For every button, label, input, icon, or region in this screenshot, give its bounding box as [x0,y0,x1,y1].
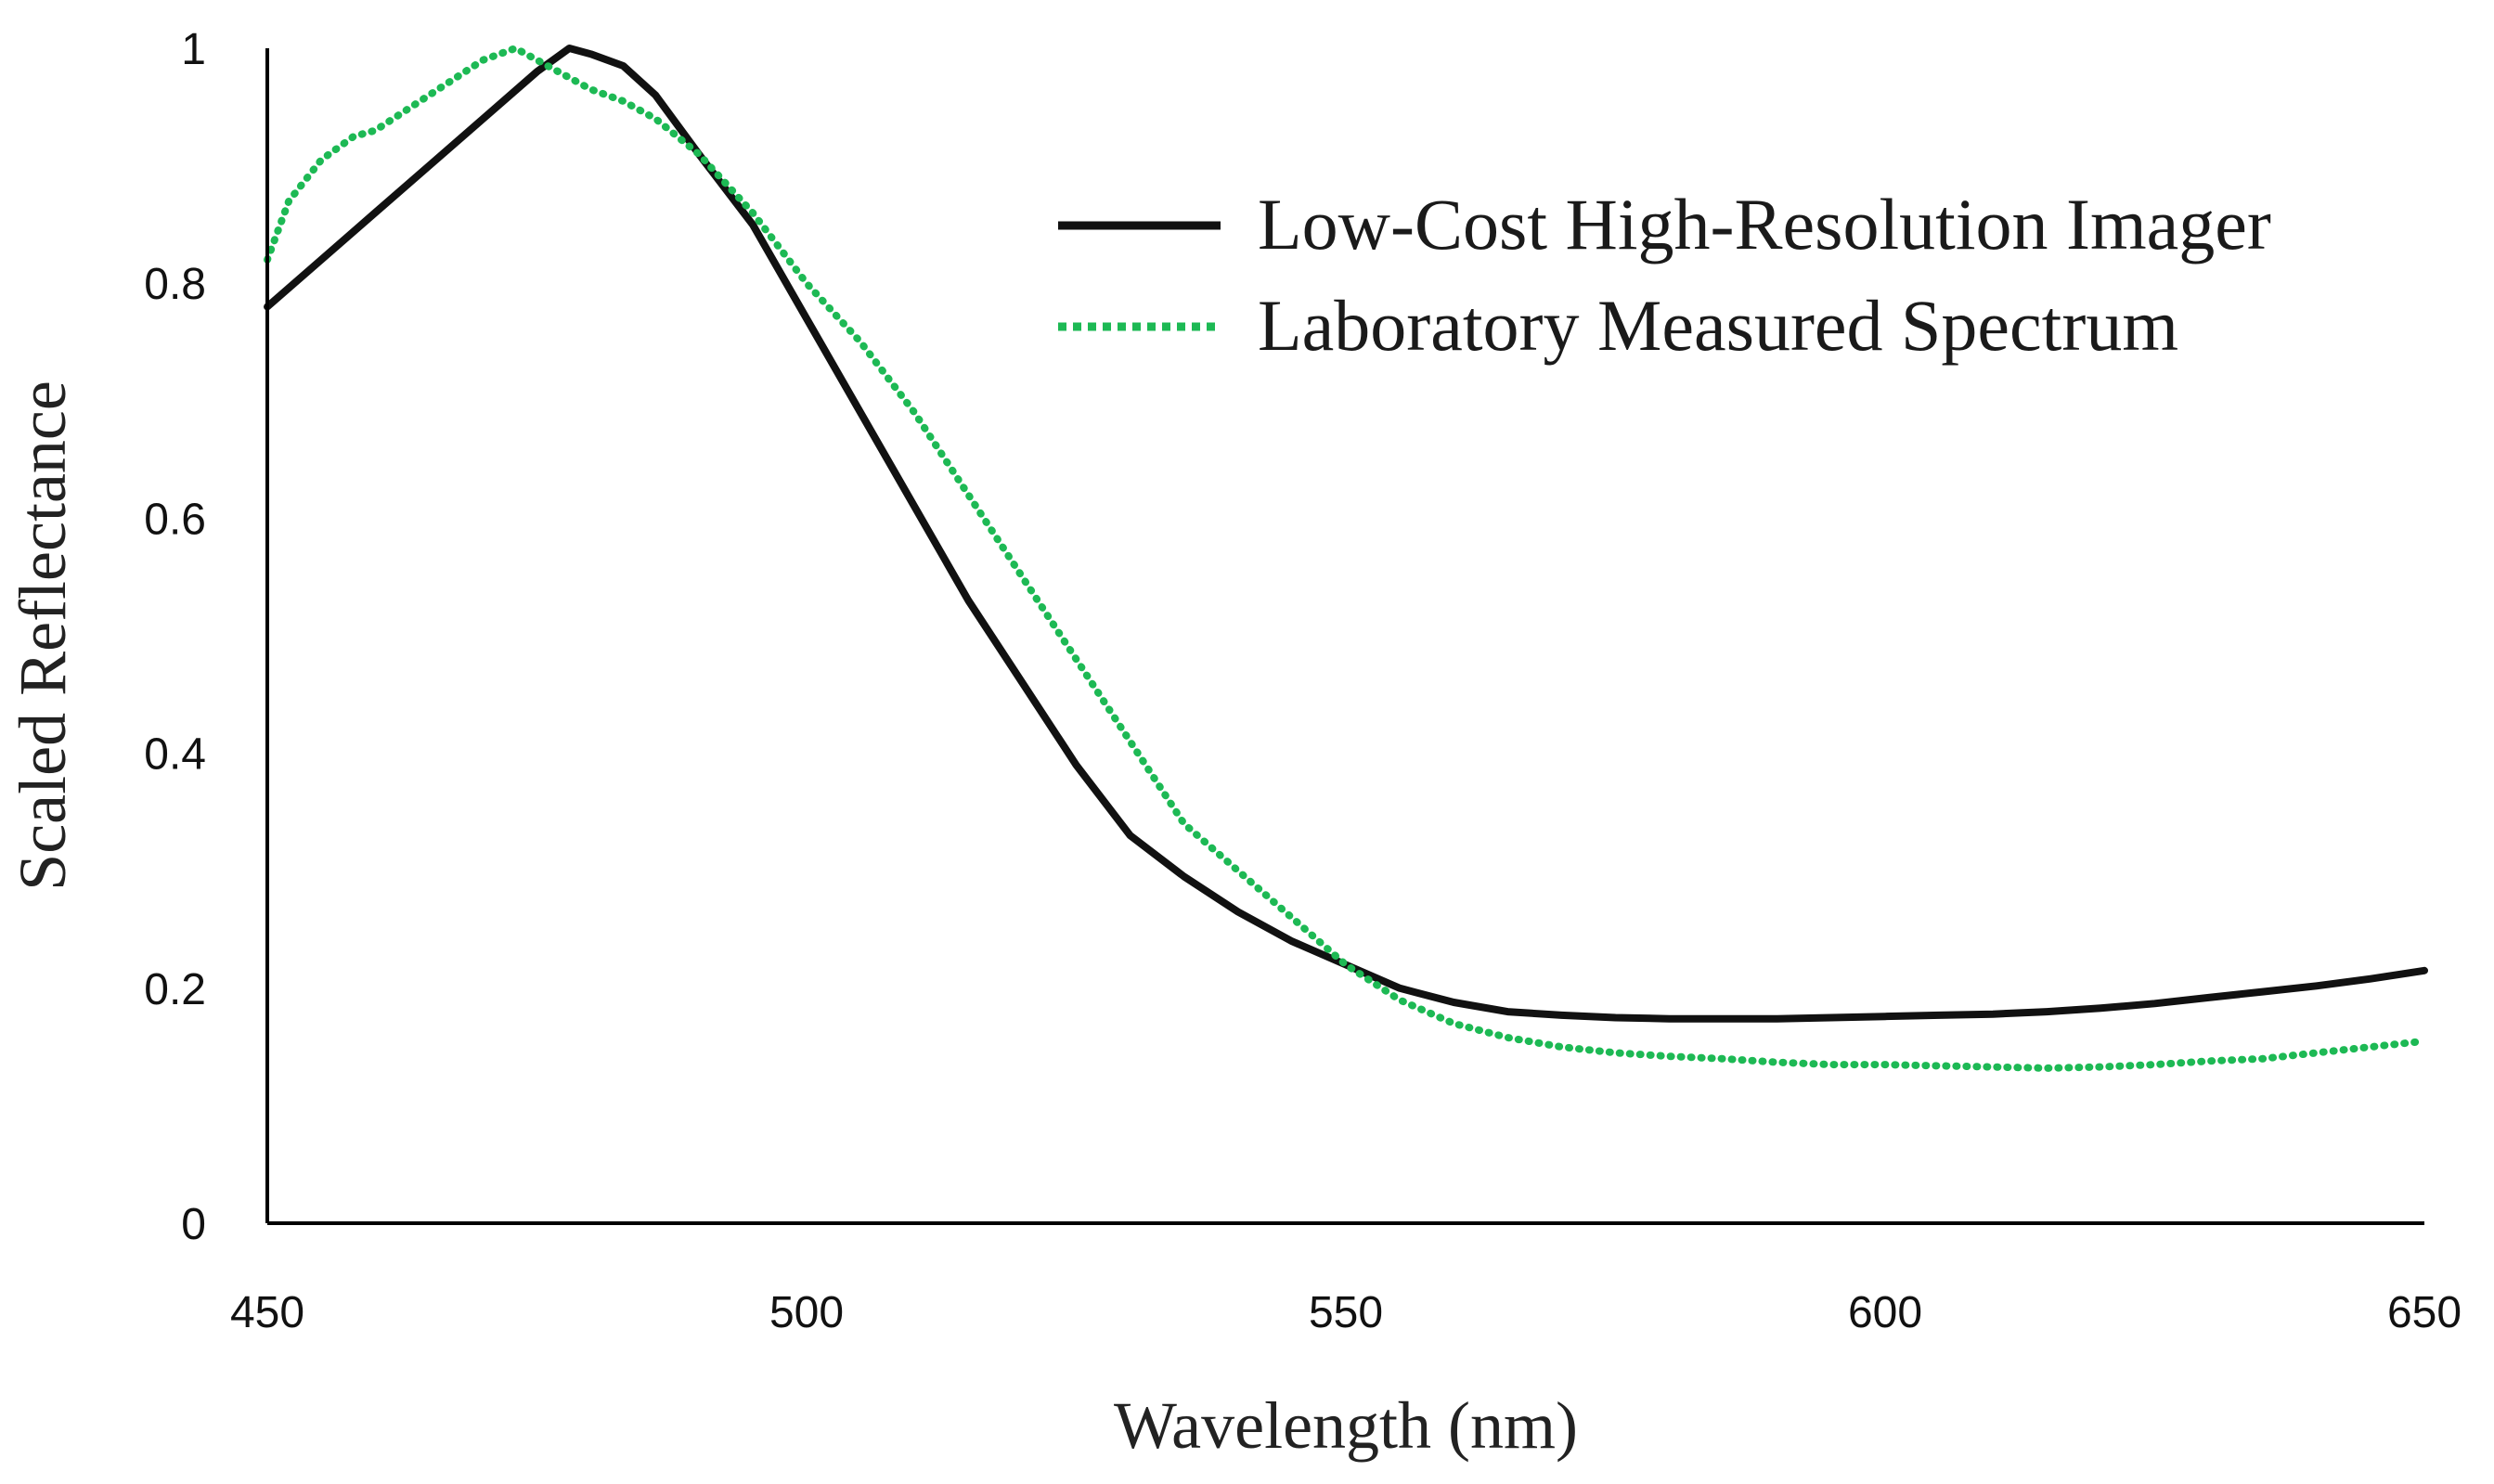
y-tick-label: 1 [181,25,206,74]
x-axis-title: Wavelength (nm) [1114,1388,1578,1463]
y-tick-label: 0.8 [144,260,206,309]
x-tick-label: 550 [1309,1288,1383,1337]
y-tick-label: 0 [181,1200,206,1249]
y-tick-label: 0.6 [144,495,206,544]
y-tick-labels: 0 0.2 0.4 0.6 0.8 1 [144,25,206,1249]
y-tick-label: 0.2 [144,965,206,1014]
legend-label-laboratory: Laboratory Measured Spectrum [1258,285,2178,366]
plot-series [264,45,2428,1072]
y-axis-title: Scaled Reflectance [6,381,80,891]
series-line-imager [264,45,2428,1023]
y-tick-label: 0.4 [144,730,206,780]
series-line-laboratory [264,45,2428,1072]
x-tick-label: 650 [2387,1288,2462,1337]
x-tick-label: 500 [769,1288,844,1337]
legend: Low-Cost High-Resolution Imager Laborato… [1058,184,2271,366]
x-tick-label: 600 [1848,1288,1922,1337]
x-tick-labels: 450 500 550 600 650 [230,1288,2462,1337]
legend-label-imager: Low-Cost High-Resolution Imager [1258,184,2271,265]
x-tick-label: 450 [230,1288,304,1337]
